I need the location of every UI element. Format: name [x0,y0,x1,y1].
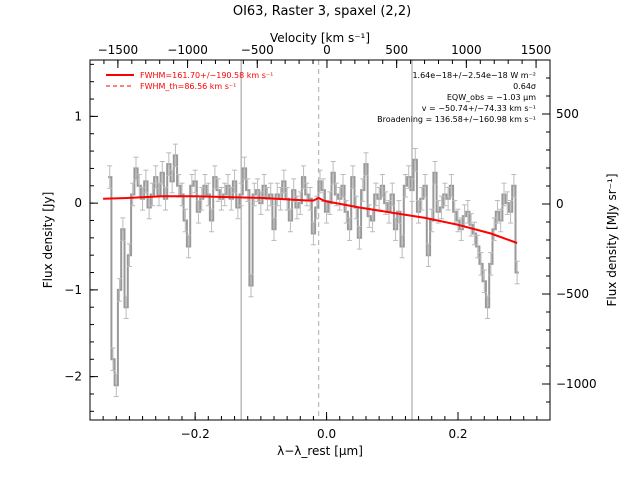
y2-tick-label: 0 [556,197,564,211]
plot-frame [89,59,551,421]
annotation-flux: 1.64e−18+/−2.54e−18 W m⁻² [412,71,536,80]
x-tick-label: 0.2 [448,427,467,441]
axes [89,59,551,421]
top-axis-label: Velocity [km s⁻¹] [270,31,370,45]
legend: FWHM=161.70+/−190.58 km s⁻¹ FWHM_th=86.5… [106,71,273,91]
fit-series [103,195,518,244]
y-tick-label: −1 [64,283,82,297]
y-axis-label: Flux density [Jy] [41,192,55,289]
x2-tick-label: 1500 [521,43,552,57]
annotation-eqw: EQW_obs = −1.03 μm [447,93,536,102]
annotations: 1.64e−18+/−2.54e−18 W m⁻² 0.64σ EQW_obs … [377,71,536,124]
y2-tick-label: −500 [556,287,589,301]
annotation-broadening: Broadening = 136.58+/−160.98 km s⁻¹ [377,115,536,124]
x2-tick-label: 500 [385,43,408,57]
data-histogram [108,154,519,387]
y2-tick-label: −1000 [556,377,597,391]
vertical-lines [240,60,413,420]
y-tick-label: 0 [74,196,82,210]
x2-tick-label: −1500 [98,43,139,57]
legend-label-fwhm: FWHM=161.70+/−190.58 km s⁻¹ [140,71,273,80]
x2-tick-label: 0 [323,43,331,57]
x2-tick-label: −1000 [167,43,208,57]
annotation-sigma: 0.64σ [513,82,536,91]
chart-title: OI63, Raster 3, spaxel (2,2) [233,4,411,19]
ticks: −0.2 0.0 0.2−1500 −1000 −500 0 500 1000 1500−2−1… [64,43,596,441]
x-tick-label: −0.2 [181,427,210,441]
x-axis-label: λ−λ_rest [μm] [277,444,363,458]
data-series [107,143,520,398]
y-tick-label: −2 [64,370,82,384]
annotation-velocity: v = −50.74+/−74.33 km s⁻¹ [422,104,536,113]
x2-tick-label: 1000 [451,43,482,57]
right-axis-label: Flux density [MJy sr⁻¹] [605,173,619,306]
legend-label-fwhm-th: FWHM_th=86.56 km s⁻¹ [140,82,236,91]
x2-tick-label: −500 [241,43,274,57]
fit-line [103,195,518,244]
y2-tick-label: 500 [556,107,579,121]
x-tick-label: 0.0 [317,427,336,441]
y-tick-label: 1 [74,109,82,123]
